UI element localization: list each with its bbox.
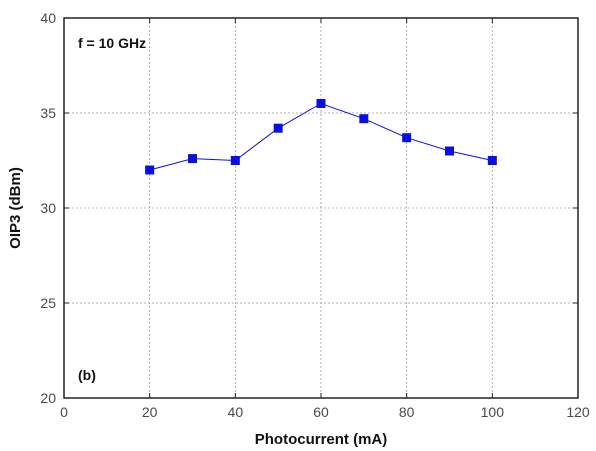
y-tick-label: 35 (40, 105, 56, 121)
x-axis-label: Photocurrent (mA) (255, 431, 388, 448)
frequency-annotation: f = 10 GHz (78, 35, 146, 51)
data-series (145, 99, 497, 175)
y-tick-label: 20 (40, 390, 56, 406)
data-point-marker (402, 133, 412, 143)
x-tick-label: 100 (481, 404, 505, 420)
data-point-marker (188, 154, 197, 164)
data-point-marker (145, 165, 155, 175)
x-tick-label: 20 (142, 404, 158, 420)
data-point-marker (316, 99, 326, 108)
series-line (149, 102, 493, 171)
data-point-marker (359, 114, 369, 124)
x-tick-label: 80 (399, 404, 415, 420)
x-tick-label: 0 (60, 404, 68, 420)
y-tick-label: 25 (40, 295, 56, 311)
data-point-marker (445, 146, 454, 156)
grid-lines (64, 18, 578, 398)
panel-label: (b) (78, 367, 96, 383)
y-axis-label: OIP3 (dBm) (7, 167, 24, 249)
x-tick-label: 120 (566, 404, 590, 420)
data-point-marker (230, 156, 240, 165)
data-point-marker (487, 156, 497, 165)
x-tick-label: 40 (228, 404, 244, 420)
y-tick-label: 30 (40, 200, 56, 216)
data-point-marker (273, 123, 283, 133)
x-tick-label: 60 (313, 404, 329, 420)
y-tick-label: 40 (40, 10, 56, 26)
